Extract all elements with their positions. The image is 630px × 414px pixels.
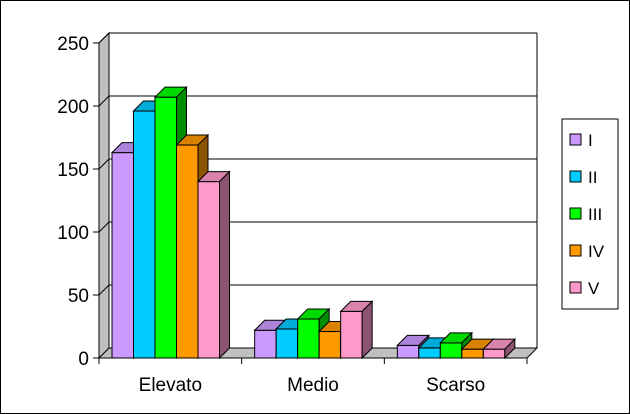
x-category-label: Scarso <box>426 375 485 396</box>
bar <box>339 300 374 360</box>
y-axis-ticks: 0 50 100 150 200 250 <box>57 34 99 370</box>
bar-front <box>461 348 484 359</box>
bar <box>196 170 231 360</box>
side-wall <box>98 31 110 360</box>
y-tick-label: 250 <box>57 34 89 55</box>
bar-front <box>154 96 177 359</box>
legend-entry-label: V <box>588 279 600 298</box>
legend-entry-label: III <box>588 205 602 224</box>
legend-swatch <box>569 281 582 294</box>
y-tick-label: 50 <box>68 286 89 307</box>
bar-front <box>197 181 220 359</box>
legend-swatch <box>569 133 582 146</box>
y-tick-label: 100 <box>57 223 89 244</box>
y-tick-label: 0 <box>78 349 89 370</box>
legend-entry-label: II <box>588 168 597 187</box>
bar-front <box>275 328 299 359</box>
legend-swatch <box>569 207 582 220</box>
x-category-label: Elevato <box>139 375 202 396</box>
bar <box>482 337 517 360</box>
bar-front <box>133 110 156 359</box>
gridlines <box>98 32 538 348</box>
bars <box>110 85 517 360</box>
gridline <box>98 221 537 233</box>
legend-swatch <box>569 170 582 183</box>
bar-front <box>176 144 199 359</box>
gridline <box>98 158 537 170</box>
bar-front <box>340 310 363 359</box>
gridline <box>98 95 537 107</box>
bar-front <box>111 152 134 359</box>
bar-front <box>396 344 420 359</box>
y-tick-label: 200 <box>57 97 89 118</box>
bar-side <box>361 300 373 360</box>
bar-side <box>504 337 516 360</box>
gridline <box>98 284 537 296</box>
legend-entry-label: IV <box>588 242 605 261</box>
legend-swatch <box>569 244 582 257</box>
bar-front <box>318 331 342 359</box>
legend-entry-label: I <box>588 131 593 150</box>
y-tick-label: 150 <box>57 160 89 181</box>
bar <box>296 307 331 360</box>
bar-front <box>254 329 277 359</box>
bar-front <box>418 347 441 359</box>
bar-front <box>439 342 463 359</box>
bar-front <box>482 348 506 359</box>
x-axis-labels: Elevato Medio Scarso <box>98 358 528 396</box>
x-category-label: Medio <box>287 375 339 396</box>
bar-side <box>219 170 230 360</box>
bar-front <box>297 318 320 359</box>
